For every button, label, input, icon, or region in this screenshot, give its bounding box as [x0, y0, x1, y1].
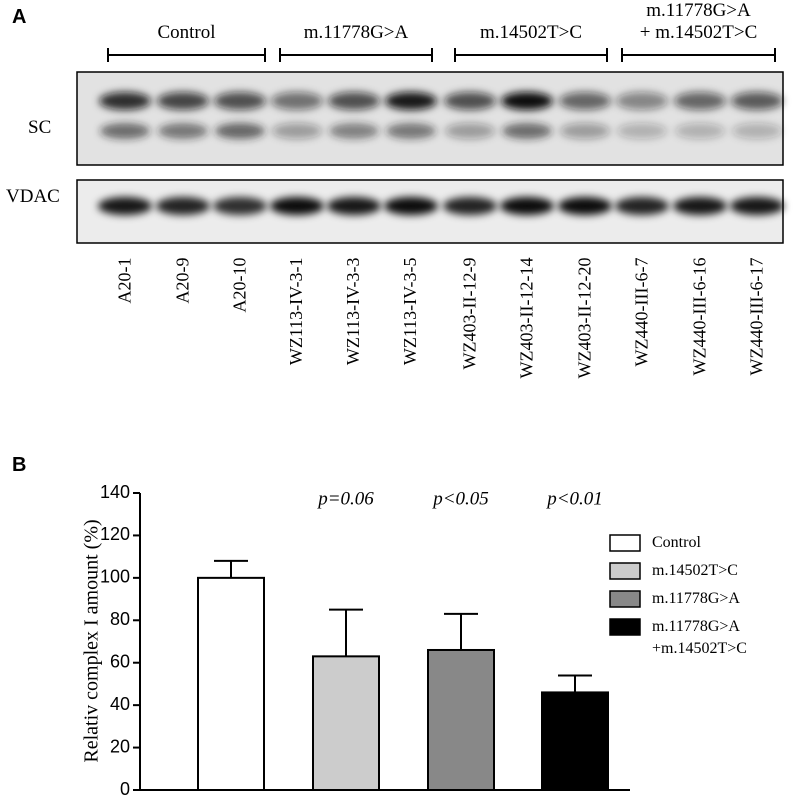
- y-tick-label: 0: [120, 779, 130, 799]
- blot-band: [158, 123, 208, 139]
- blot-band: [558, 197, 612, 215]
- group-label: Control: [157, 22, 216, 43]
- blot-band: [559, 92, 611, 110]
- lane-label: WZ440-III-6-16: [689, 257, 710, 376]
- blot-band: [500, 197, 554, 215]
- legend-label: Control: [652, 534, 701, 551]
- lane-label: A20-9: [172, 257, 193, 304]
- row-label: SC: [28, 117, 52, 138]
- blot-band: [675, 123, 725, 139]
- panel-label: A: [12, 6, 27, 28]
- lane-label: WZ113-IV-3-3: [343, 257, 364, 366]
- blot-band: [384, 197, 438, 215]
- bar: [427, 648, 495, 791]
- blot-band: [443, 197, 497, 215]
- blot-band: [502, 123, 552, 139]
- blot-band: [615, 197, 669, 215]
- y-tick-label: 140: [100, 482, 130, 502]
- group-label: m.14502T>C: [479, 22, 583, 43]
- y-tick-label: 40: [110, 694, 130, 714]
- bar: [541, 691, 609, 792]
- blot-band: [329, 123, 379, 139]
- blot-band: [98, 197, 152, 215]
- y-tick-label: 120: [100, 524, 130, 544]
- legend-label: m.11778G>A: [652, 590, 740, 607]
- panel-label: B: [12, 454, 27, 476]
- blot-band: [271, 92, 323, 110]
- blot-band: [272, 123, 322, 139]
- y-axis-label: Relativ complex I amount (%): [81, 519, 103, 762]
- blot-band: [385, 92, 437, 110]
- blot-band: [328, 92, 380, 110]
- blot-band: [215, 123, 265, 139]
- lane-label: WZ440-III-6-17: [746, 257, 767, 376]
- blot-band: [732, 123, 782, 139]
- blot-band: [444, 92, 496, 110]
- blot-band: [213, 197, 267, 215]
- p-value: p=0.06: [316, 488, 374, 509]
- y-tick-label: 20: [110, 736, 130, 756]
- blot-band: [386, 123, 436, 139]
- bar: [197, 576, 265, 791]
- sc-blot: [76, 71, 784, 166]
- blot-band: [214, 92, 266, 110]
- group-label: m.11778G>A: [303, 22, 409, 43]
- blot-band: [616, 92, 668, 110]
- blot-band: [730, 197, 784, 215]
- legend-swatch: [609, 534, 641, 552]
- lane-label: WZ440-III-6-7: [631, 257, 652, 367]
- lane-label: WZ403-II-12-20: [574, 257, 595, 379]
- blot-band: [327, 197, 381, 215]
- blot-bands: [98, 92, 784, 215]
- blot-band: [617, 123, 667, 139]
- legend-label: m.14502T>C: [652, 562, 738, 579]
- blot-band: [270, 197, 324, 215]
- lane-label: A20-10: [229, 257, 250, 313]
- blot-band: [501, 92, 553, 110]
- y-tick-label: 100: [100, 567, 130, 587]
- p-value: p<0.01: [545, 488, 603, 509]
- blot-band: [156, 197, 210, 215]
- blot-band: [674, 92, 726, 110]
- blot-band: [731, 92, 783, 110]
- y-tick-label: 80: [110, 609, 130, 629]
- lane-label: WZ403-II-12-14: [516, 257, 537, 379]
- blot-band: [445, 123, 495, 139]
- p-value: p<0.05: [431, 488, 489, 509]
- bar: [312, 655, 380, 791]
- blot-band: [157, 92, 209, 110]
- row-label: VDAC: [6, 186, 60, 207]
- lane-label: WZ403-II-12-9: [459, 257, 480, 370]
- blot-band: [560, 123, 610, 139]
- legend-label: m.11778G>A +m.14502T>C: [652, 618, 747, 657]
- blot-band: [100, 123, 150, 139]
- lane-label: WZ113-IV-3-5: [400, 257, 421, 366]
- group-label: m.11778G>A + m.14502T>C: [639, 0, 758, 43]
- blot-band: [99, 92, 151, 110]
- lane-label: A20-1: [114, 257, 135, 304]
- lane-label: WZ113-IV-3-1: [286, 257, 307, 366]
- legend-swatch: [609, 618, 641, 636]
- blot-band: [673, 197, 727, 215]
- legend-swatch: [609, 562, 641, 580]
- legend-swatch: [609, 590, 641, 608]
- y-tick-label: 60: [110, 651, 130, 671]
